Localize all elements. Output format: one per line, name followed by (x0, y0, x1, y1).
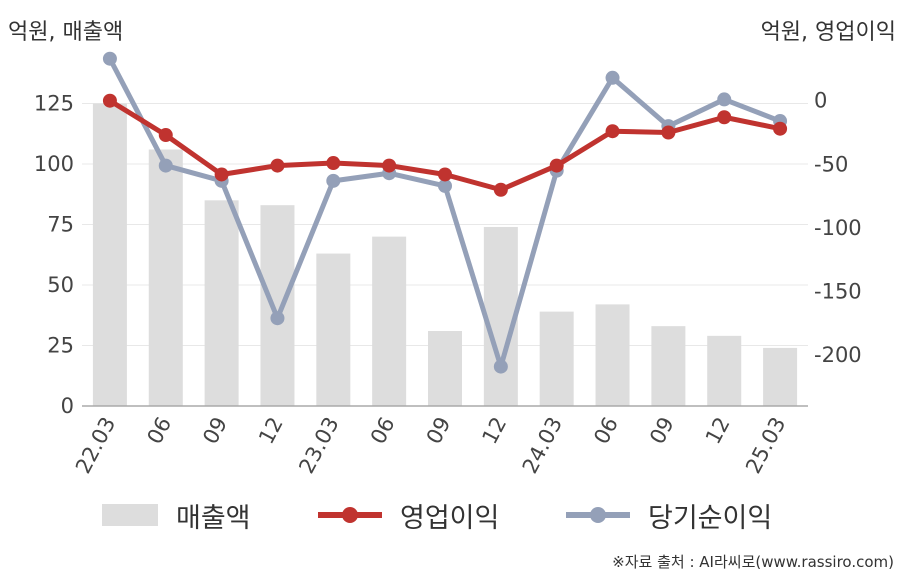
operating-profit-point (214, 167, 229, 182)
legend-item-revenue: 매출액 (102, 490, 251, 540)
operating-profit-point (326, 156, 341, 171)
gridlines (82, 103, 808, 347)
operating-profit-point (493, 182, 508, 197)
legend-item-operating: 영업이익 (318, 490, 499, 540)
left-tick-label: 100 (34, 152, 74, 176)
x-tick-label: 12 (701, 413, 735, 448)
revenue-bar (763, 347, 798, 406)
legend-swatch-revenue (102, 504, 158, 526)
legend-item-net: 당기순이익 (566, 490, 772, 540)
x-tick-label: 12 (478, 413, 512, 448)
left-axis-unit: 억원, 매출액 (8, 20, 124, 45)
right-tick-label: -100 (814, 216, 862, 240)
net-profit-point (438, 178, 452, 193)
line-series (102, 51, 788, 374)
left-tick-label: 25 (47, 334, 74, 358)
operating-profit-point (605, 124, 620, 139)
x-tick-label: 09 (422, 413, 456, 448)
left-tick-label: 125 (34, 92, 74, 116)
legend-label-revenue: 매출액 (176, 502, 251, 534)
revenue-bar (372, 236, 407, 406)
left-tick-label: 50 (47, 273, 74, 297)
legend: 매출액 영업이익 당기순이익 (0, 490, 908, 540)
legend-label-net: 당기순이익 (648, 502, 773, 534)
x-tick-label: 09 (198, 413, 232, 448)
left-tick-label: 75 (47, 213, 74, 237)
legend-swatch-net (566, 504, 630, 526)
net-profit-point (326, 173, 341, 188)
operating-profit-point (661, 125, 676, 140)
right-axis-unit: 억원, 영업이익 (760, 20, 896, 45)
net-profit-point (493, 359, 508, 374)
right-tick-label: -50 (814, 152, 848, 176)
right-tick-label: -200 (814, 343, 862, 367)
net-profit-point (605, 70, 620, 85)
left-tick-label: 0 (61, 394, 74, 418)
x-tick-label: 24.03 (518, 413, 567, 477)
revenue-bar (316, 253, 351, 406)
revenue-bar (92, 103, 127, 407)
operating-profit-point (102, 93, 117, 108)
revenue-bar (539, 311, 574, 406)
revenue-bar (651, 326, 686, 406)
revenue-bars (92, 103, 798, 407)
net-profit-point (717, 92, 732, 107)
operating-profit-point (382, 158, 397, 173)
x-tick-label: 25.03 (741, 413, 790, 477)
x-tick-label: 06 (366, 413, 400, 448)
net-profit-point (270, 311, 285, 326)
x-tick-label: 12 (254, 413, 288, 448)
revenue-bar (260, 205, 295, 406)
operating-profit-point (438, 167, 452, 182)
operating-profit-point (270, 158, 285, 173)
operating-profit-point (717, 110, 732, 125)
operating-profit-point (158, 128, 173, 143)
net-profit-point (102, 51, 117, 66)
operating-profit-point (549, 158, 564, 173)
x-tick-label: 22.03 (71, 413, 120, 477)
x-tick-label: 09 (645, 413, 679, 448)
legend-label-operating: 영업이익 (400, 502, 500, 534)
revenue-bar (428, 330, 462, 406)
revenue-bar (707, 335, 742, 406)
revenue-bar (204, 200, 239, 406)
x-tick-label: 23.03 (294, 413, 343, 477)
net-profit-point (158, 158, 173, 173)
source-note: ※자료 출처 : AI라씨로(www.rassiro.com) (612, 553, 894, 571)
legend-swatch-operating (318, 504, 382, 526)
combo-chart: 0 25 50 75 100 125 0 -50 -100 -150 -200 22.03 06 09 12… (34, 51, 862, 477)
revenue-bar (483, 226, 518, 406)
revenue-bar (148, 149, 183, 406)
x-tick-label: 06 (589, 413, 623, 448)
right-tick-label: 0 (814, 89, 827, 113)
revenue-bar (595, 304, 630, 406)
right-tick-label: -150 (814, 280, 862, 304)
operating-profit-point (773, 121, 788, 136)
x-tick-label: 06 (142, 413, 176, 448)
